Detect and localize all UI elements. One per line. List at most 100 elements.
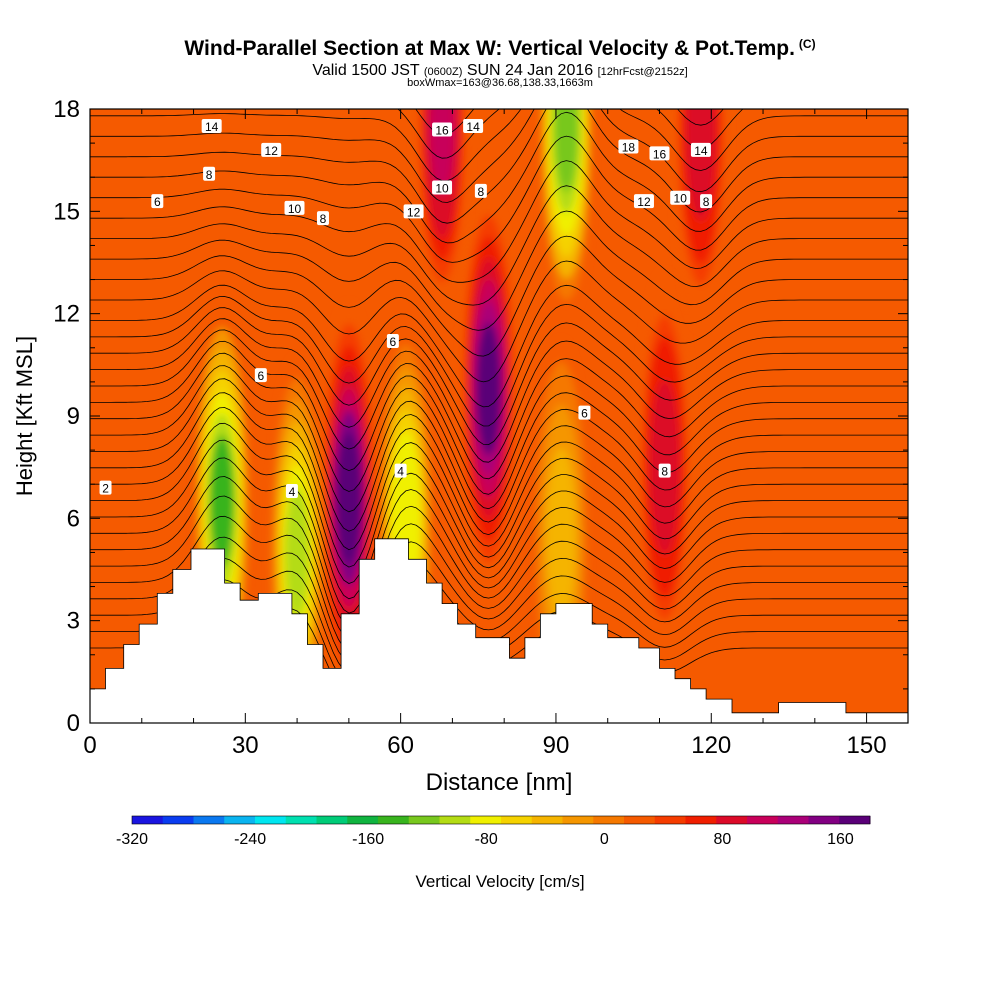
theta-contour-line [90,365,908,523]
x-axis: 0 30 60 90 120 150 [83,109,887,759]
x-tick-label: 60 [387,732,414,759]
theta-contour-line [90,210,908,331]
theta-label: 6 [386,333,399,349]
svg-text:12: 12 [637,195,651,209]
colorbar-label: Vertical Velocity [cm/s] [415,872,585,891]
theta-contour-line [90,476,908,627]
chart-subtitle: Valid 1500 JST (0600Z) SUN 24 Jan 2016 [… [312,62,688,79]
colorbar-segment [347,816,379,824]
x-tick-label: 30 [232,732,259,759]
y-tick-label: 15 [53,198,80,225]
theta-label: 10 [670,190,691,206]
svg-text:18: 18 [622,141,636,155]
svg-text:8: 8 [661,465,668,479]
colorbar-segment [716,816,748,824]
theta-label: 12 [261,142,282,158]
theta-contour-line [90,235,908,357]
chart-title: Wind-Parallel Section at Max W: Vertical… [184,37,816,60]
svg-text:16: 16 [653,147,667,161]
theta-contour-line [90,318,908,463]
y-tick-label: 9 [67,403,80,430]
y-axis-label: Height [Kft MSL] [12,336,37,496]
colorbar: -320 -240 -160 -80 0 80 160 [116,815,871,848]
colorbar-segment [316,816,348,824]
svg-text:10: 10 [435,181,449,195]
svg-text:2: 2 [102,482,109,496]
svg-text:10: 10 [288,202,302,216]
theta-contour-line [90,536,908,663]
y-tick-label: 3 [67,608,80,635]
theta-contour-line [90,111,908,244]
theta-contour-line [90,407,908,568]
theta-contour-line [90,260,908,383]
colorbar-tick-label: -320 [116,831,148,848]
colorbar-tick-label: 0 [600,831,609,848]
theta-label: 16 [649,146,670,161]
svg-text:6: 6 [258,369,265,383]
x-axis-label: Distance [nm] [426,769,573,796]
colorbar-tick-label: 160 [827,831,854,848]
theta-contour-line [90,422,908,584]
theta-contour-labels: 2 4 4 6 6 6 6 8 8 8 8 8 10 10 10 12 12 12 14 14 14 16 16 18 [99,119,713,499]
colorbar-segment [624,816,656,824]
plot-area: 2 4 4 6 6 6 6 8 8 8 8 8 10 10 10 12 12 12 14 14 14 16 16 18 [90,109,908,723]
theta-contour-line [90,495,908,640]
colorbar-segment [224,816,256,824]
colorbar-segment [747,816,779,824]
theta-contour-line [90,307,908,446]
theta-label: 16 [432,122,453,137]
theta-contour-line [90,392,908,551]
theta-contour-line [90,329,908,480]
y-tick-label: 18 [53,96,80,123]
colorbar-segment [132,816,164,824]
colorbar-segment [255,816,287,824]
chart-subtitle-box: boxWmax=163@36.68,138.33,1663m [407,77,593,89]
colorbar-segment [654,816,686,824]
colorbar-segment [531,816,563,824]
theta-label: 10 [432,180,453,195]
x-tick-label: 90 [543,732,570,759]
theta-label: 6 [254,368,267,383]
theta-label: 8 [658,463,671,479]
svg-text:8: 8 [478,185,485,199]
colorbar-segment [808,816,840,824]
theta-label: 18 [618,139,639,155]
svg-text:10: 10 [674,192,688,206]
theta-contour-line [90,135,908,263]
theta-contour-line [90,352,908,510]
colorbar-segment [470,816,502,824]
theta-contour-line [90,296,908,427]
colorbar-segment [162,816,194,824]
svg-text:16: 16 [435,123,449,137]
theta-label: 2 [99,480,112,496]
colorbar-segment [562,816,594,824]
theta-label: 8 [700,194,713,209]
y-tick-label: 12 [53,301,80,328]
svg-text:8: 8 [206,168,213,182]
theta-contours [90,109,908,695]
theta-label: 4 [394,463,407,479]
svg-text:6: 6 [390,335,397,349]
colorbar-segment [685,816,717,824]
terrain [90,538,908,723]
svg-text:12: 12 [265,144,279,158]
colorbar-segment [501,816,533,824]
svg-text:14: 14 [205,120,219,134]
y-axis: 0 3 6 9 12 15 18 [53,96,908,737]
theta-label: 14 [690,142,711,158]
theta-contour-line [90,340,908,495]
svg-text:8: 8 [703,195,710,209]
theta-label: 6 [151,194,164,209]
theta-contour-line [90,457,908,614]
colorbar-segment [777,816,809,824]
svg-text:6: 6 [581,407,588,421]
svg-text:8: 8 [320,212,327,226]
colorbar-tick-label: -160 [352,831,384,848]
theta-contour-line [90,160,908,283]
colorbar-tick-label: -240 [234,831,266,848]
svg-text:4: 4 [289,485,296,499]
colorbar-segment [285,816,317,824]
theta-label: 6 [578,405,591,421]
colorbar-segment [378,816,410,824]
